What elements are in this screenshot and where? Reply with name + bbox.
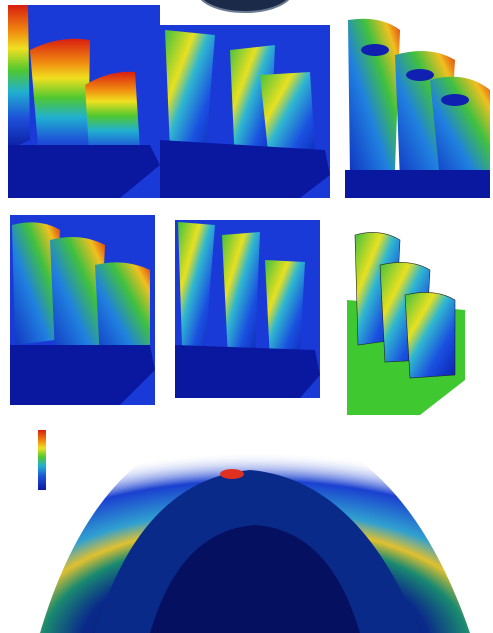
color-legend [38,430,46,490]
contour-spot [361,44,389,56]
blade [348,19,400,175]
panel-7 [38,420,470,633]
page [0,0,493,633]
panel-6 [347,225,465,415]
blade [8,5,30,150]
hot-spot [220,469,244,479]
blade [222,232,260,358]
hub [345,170,490,198]
blade [405,292,455,378]
panel-2 [160,25,330,198]
top-disc [197,0,293,12]
blade [430,77,490,180]
panel-4 [10,215,155,405]
hub [175,345,320,398]
figure [0,0,493,633]
contour-spot [406,69,434,81]
panel-5 [175,220,320,398]
panel-1 [8,5,160,198]
contour-spot [441,94,469,106]
panel-3 [345,8,490,198]
blade [265,260,305,360]
